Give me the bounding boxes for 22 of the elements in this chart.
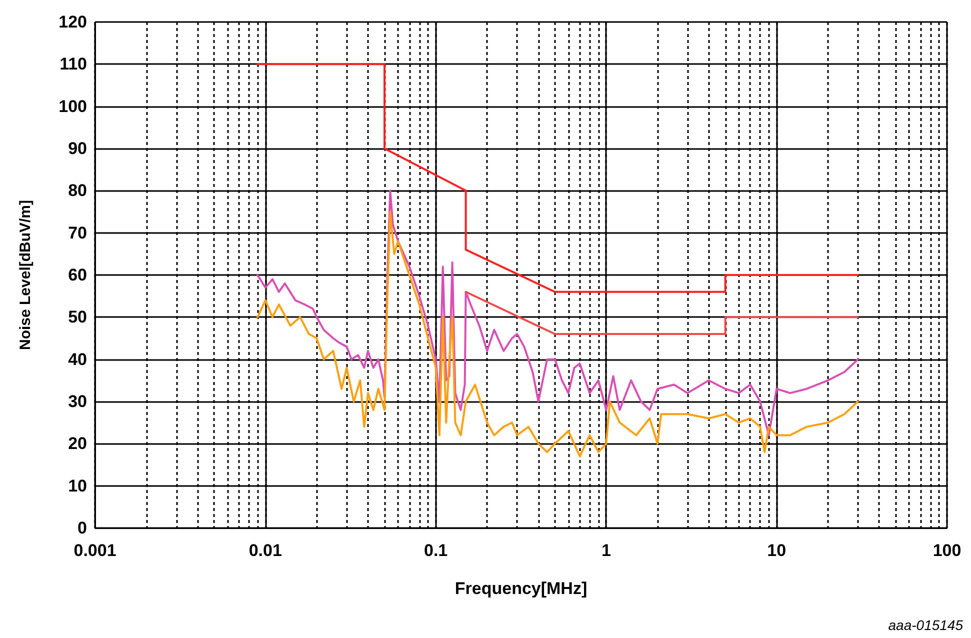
y-tick-label: 120 bbox=[58, 12, 87, 32]
y-tick-label: 70 bbox=[68, 223, 87, 242]
y-tick-label: 80 bbox=[68, 181, 87, 200]
x-tick-label: 0.01 bbox=[248, 541, 282, 560]
y-axis-title: Noise Level[dBuV/m] bbox=[17, 200, 34, 350]
y-tick-label: 0 bbox=[78, 518, 87, 538]
x-axis-title: Frequency[MHz] bbox=[454, 579, 588, 598]
y-tick-label: 60 bbox=[68, 266, 87, 284]
y-tick-label: 90 bbox=[68, 139, 87, 158]
text: aaa-015145 bbox=[888, 617, 964, 633]
x-tick-label: 1 bbox=[601, 541, 611, 560]
y-tick-label: 10 bbox=[68, 476, 87, 496]
x-tick-label: 10 bbox=[767, 541, 786, 560]
x-tick-label: 0.1 bbox=[424, 541, 448, 560]
y-tick-label: 110 bbox=[60, 54, 87, 74]
y-tick-label: 20 bbox=[68, 434, 87, 454]
y-tick-label: 50 bbox=[68, 308, 87, 327]
x-tick-label: 100 bbox=[932, 541, 962, 560]
y-tick-label: 40 bbox=[68, 350, 87, 369]
x-tick-label: 0.001 bbox=[74, 541, 116, 560]
y-tick-label: 30 bbox=[68, 392, 87, 411]
y-tick-label: 100 bbox=[58, 96, 87, 116]
